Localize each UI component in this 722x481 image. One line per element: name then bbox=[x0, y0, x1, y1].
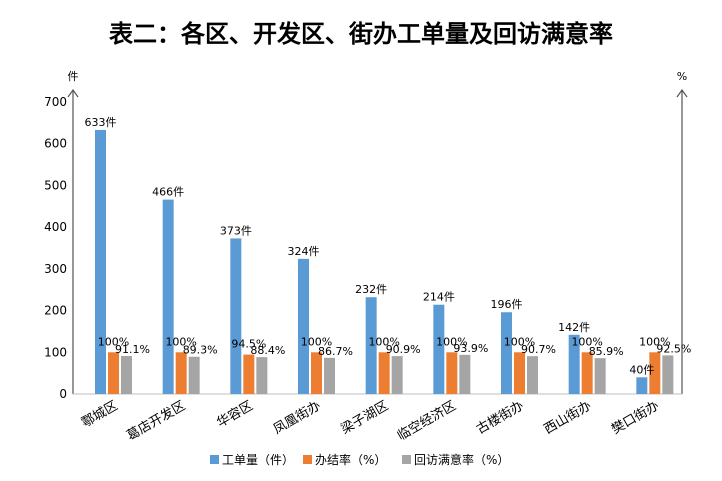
data-label-completion: 100% bbox=[436, 335, 467, 348]
bars bbox=[95, 129, 674, 394]
bar-0 bbox=[95, 129, 106, 394]
bar-0 bbox=[636, 377, 648, 394]
data-label-workorders: 633件 bbox=[85, 116, 117, 129]
y-axis-right-arrow bbox=[676, 88, 688, 98]
data-label-workorders: 196件 bbox=[491, 298, 523, 311]
bar-1 bbox=[514, 352, 525, 394]
bar-2 bbox=[391, 356, 403, 394]
data-label-satisfaction: 86.7% bbox=[318, 345, 353, 358]
y-tick-label: 600 bbox=[44, 137, 67, 151]
data-label-completion: 100% bbox=[165, 335, 196, 348]
data-label-workorders: 373件 bbox=[220, 224, 252, 237]
bar-2 bbox=[256, 357, 268, 394]
data-label-satisfaction: 93.9% bbox=[453, 342, 488, 355]
y-tick-label: 0 bbox=[59, 387, 67, 401]
data-label-workorders: 466件 bbox=[152, 186, 184, 199]
category-labels: 鄠城区 葛店开发区 华容区 凤凰街办 梁子湖区 临空经济区 古楼街办 西山街办 樊口街办 bbox=[79, 398, 662, 444]
y-tick-label: 700 bbox=[44, 95, 67, 109]
bar-0 bbox=[365, 297, 377, 394]
y-tick-label: 100 bbox=[44, 345, 67, 359]
legend-label-1: 办结率（%） bbox=[315, 452, 386, 467]
data-labels: 633件100%91.1%466件100%89.3%373件94.5%88.4%… bbox=[85, 116, 692, 376]
data-label-completion: 100% bbox=[98, 335, 129, 348]
category-label: 古楼街办 bbox=[474, 398, 527, 437]
legend-swatch-1 bbox=[303, 455, 312, 464]
category-label: 葛店开发区 bbox=[124, 398, 188, 444]
axes: 件 % 0 100 200 300 400 500 600 700 bbox=[44, 70, 688, 401]
data-label-satisfaction: 85.9% bbox=[589, 345, 624, 358]
legend: 工单量（件） 办结率（%） 回访满意率（%） bbox=[210, 452, 509, 467]
data-label-satisfaction: 90.9% bbox=[386, 343, 421, 356]
y-tick-label: 400 bbox=[44, 220, 67, 234]
data-label-satisfaction: 91.1% bbox=[115, 343, 150, 356]
bar-0 bbox=[298, 258, 309, 394]
data-label-satisfaction: 88.4% bbox=[250, 344, 285, 357]
category-label: 华容区 bbox=[214, 398, 256, 431]
data-label-completion: 100% bbox=[301, 335, 332, 348]
y-tick-label: 300 bbox=[44, 262, 67, 276]
bar-1 bbox=[649, 352, 661, 394]
data-label-satisfaction: 89.3% bbox=[183, 344, 218, 357]
legend-label-0: 工单量（件） bbox=[222, 453, 294, 467]
category-label: 樊口街办 bbox=[609, 398, 662, 437]
bar-1 bbox=[311, 352, 322, 394]
category-label: 凤凰街办 bbox=[271, 398, 324, 437]
y-unit-left: 件 bbox=[68, 70, 79, 83]
bar-0 bbox=[230, 238, 242, 394]
bar-0 bbox=[568, 334, 580, 394]
data-label-workorders: 40件 bbox=[629, 363, 654, 376]
bar-1 bbox=[446, 352, 458, 394]
category-label: 梁子湖区 bbox=[339, 398, 392, 437]
category-label: 鄠城区 bbox=[79, 398, 120, 430]
data-label-completion: 100% bbox=[504, 335, 535, 348]
bar-1 bbox=[378, 352, 390, 394]
bar-1 bbox=[108, 352, 119, 394]
category-label: 西山街办 bbox=[542, 398, 595, 437]
data-label-workorders: 324件 bbox=[288, 245, 320, 258]
data-label-workorders: 232件 bbox=[355, 283, 387, 296]
bar-0 bbox=[501, 312, 512, 394]
bar-1 bbox=[581, 352, 593, 394]
y-tick-label: 200 bbox=[44, 304, 67, 318]
legend-swatch-2 bbox=[402, 455, 411, 464]
category-label: 临空经济区 bbox=[395, 398, 459, 443]
data-label-satisfaction: 92.5% bbox=[656, 342, 691, 355]
data-label-completion: 94.5% bbox=[231, 338, 266, 351]
data-label-completion: 100% bbox=[639, 335, 670, 348]
legend-swatch-0 bbox=[210, 455, 219, 464]
bar-2 bbox=[121, 355, 132, 394]
bar-2 bbox=[662, 355, 674, 394]
data-label-satisfaction: 90.7% bbox=[521, 343, 556, 356]
bar-1 bbox=[175, 352, 187, 394]
bar-0 bbox=[162, 199, 174, 394]
chart-title: 表二：各区、开发区、街办工单量及回访满意率 bbox=[109, 20, 613, 48]
bar-2 bbox=[594, 358, 606, 394]
bar-2 bbox=[188, 356, 200, 394]
y-tick-label: 500 bbox=[44, 178, 67, 192]
bar-1 bbox=[243, 354, 255, 394]
bar-2 bbox=[527, 356, 538, 394]
data-label-completion: 100% bbox=[571, 335, 602, 348]
y-unit-right: % bbox=[677, 70, 687, 83]
bar-2 bbox=[459, 354, 471, 394]
data-label-workorders: 142件 bbox=[558, 321, 590, 334]
data-label-completion: 100% bbox=[368, 335, 399, 348]
y-axis-left-arrow bbox=[67, 88, 79, 98]
bar-2 bbox=[324, 357, 335, 394]
data-label-workorders: 214件 bbox=[423, 291, 455, 304]
legend-label-2: 回访满意率（%） bbox=[414, 452, 509, 467]
bar-0 bbox=[433, 304, 445, 394]
